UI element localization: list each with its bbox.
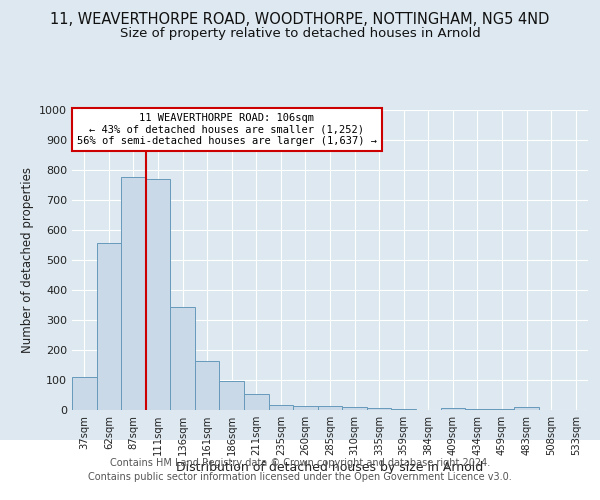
Bar bbox=[514, 407, 539, 410]
Text: 11, WEAVERTHORPE ROAD, WOODTHORPE, NOTTINGHAM, NG5 4ND: 11, WEAVERTHORPE ROAD, WOODTHORPE, NOTTI… bbox=[50, 12, 550, 28]
Bar bbox=[121, 176, 146, 410]
Bar bbox=[170, 306, 195, 410]
Bar bbox=[318, 406, 342, 410]
Bar bbox=[293, 406, 318, 410]
Bar bbox=[195, 361, 220, 410]
Bar bbox=[146, 179, 170, 410]
Bar bbox=[465, 408, 490, 410]
Bar bbox=[490, 408, 514, 410]
Text: 11 WEAVERTHORPE ROAD: 106sqm
← 43% of detached houses are smaller (1,252)
56% of: 11 WEAVERTHORPE ROAD: 106sqm ← 43% of de… bbox=[77, 113, 377, 146]
Bar bbox=[367, 408, 391, 410]
Bar bbox=[220, 381, 244, 410]
Text: Contains HM Land Registry data © Crown copyright and database right 2024.: Contains HM Land Registry data © Crown c… bbox=[110, 458, 490, 468]
Bar bbox=[72, 377, 97, 410]
Bar bbox=[269, 404, 293, 410]
X-axis label: Distribution of detached houses by size in Arnold: Distribution of detached houses by size … bbox=[176, 461, 484, 474]
Bar bbox=[391, 408, 416, 410]
Bar bbox=[342, 407, 367, 410]
Y-axis label: Number of detached properties: Number of detached properties bbox=[20, 167, 34, 353]
Text: Size of property relative to detached houses in Arnold: Size of property relative to detached ho… bbox=[119, 28, 481, 40]
Bar bbox=[97, 243, 121, 410]
Bar bbox=[440, 408, 465, 410]
Bar bbox=[244, 394, 269, 410]
Text: Contains public sector information licensed under the Open Government Licence v3: Contains public sector information licen… bbox=[88, 472, 512, 482]
